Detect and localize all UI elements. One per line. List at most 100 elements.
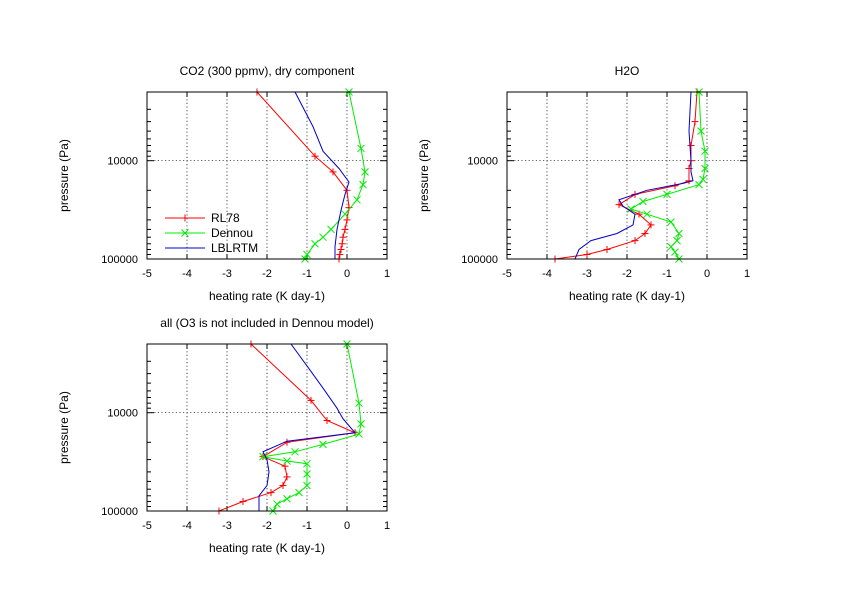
data-point bbox=[687, 141, 695, 149]
x-tick-label: -1 bbox=[302, 520, 312, 532]
data-point bbox=[329, 168, 337, 176]
y-tick-label: 100000 bbox=[101, 506, 138, 518]
data-point bbox=[667, 218, 675, 226]
series-line-dennou bbox=[304, 91, 366, 260]
data-point bbox=[643, 210, 651, 219]
y-tick-label: 100000 bbox=[101, 254, 138, 266]
data-point bbox=[303, 481, 311, 490]
x-tick-label: -2 bbox=[622, 268, 632, 280]
data-point bbox=[327, 225, 335, 234]
series-line-rl78 bbox=[218, 343, 357, 512]
data-point bbox=[279, 481, 287, 489]
data-point bbox=[303, 470, 311, 478]
data-point bbox=[615, 201, 623, 209]
data-point bbox=[311, 239, 319, 248]
data-point bbox=[355, 399, 363, 408]
data-point bbox=[641, 229, 649, 237]
data-point bbox=[357, 144, 365, 153]
data-point bbox=[639, 197, 647, 206]
series-line-lblrtm bbox=[258, 343, 356, 511]
x-tick-label: -5 bbox=[142, 520, 152, 532]
data-point bbox=[281, 462, 289, 470]
chart-panel-1: -5 -4 -3 -2 -1 0 1 10000 100000 CO2 (300 ppmv), d… bbox=[57, 64, 390, 303]
data-point bbox=[319, 233, 327, 242]
series-rl78 bbox=[215, 340, 359, 515]
x-tick-label: 0 bbox=[704, 268, 710, 280]
data-point bbox=[697, 127, 705, 135]
x-tick-label: -4 bbox=[182, 268, 192, 280]
x-tick-label: -2 bbox=[262, 268, 272, 280]
x-axis-label: heating rate (K day-1) bbox=[209, 289, 325, 303]
data-point bbox=[353, 195, 361, 204]
y-tick-label: 10000 bbox=[467, 156, 498, 168]
data-point bbox=[283, 473, 291, 481]
data-point bbox=[339, 233, 347, 241]
data-point bbox=[627, 205, 635, 213]
data-point bbox=[359, 180, 367, 189]
data-point bbox=[338, 240, 346, 248]
x-tick-label: 1 bbox=[744, 268, 750, 280]
series-dennou bbox=[627, 88, 709, 263]
plot-frame bbox=[146, 343, 388, 512]
x-tick-label: -3 bbox=[222, 268, 232, 280]
x-tick-label: 1 bbox=[384, 268, 390, 280]
y-axis-label: pressure (Pa) bbox=[417, 139, 431, 212]
data-point bbox=[341, 225, 349, 233]
plot-frame bbox=[506, 91, 748, 260]
chart-title: H2O bbox=[615, 64, 640, 78]
x-axis-label: heating rate (K day-1) bbox=[209, 541, 325, 555]
x-tick-label: -1 bbox=[302, 268, 312, 280]
data-point bbox=[699, 175, 707, 184]
data-point bbox=[341, 210, 349, 219]
legend-label-rl78: RL78 bbox=[211, 211, 240, 225]
y-tick-label: 100000 bbox=[461, 254, 498, 266]
x-tick-label: -3 bbox=[222, 520, 232, 532]
chart-panel-2: -5 -4 -3 -2 -1 0 1 10000 100000 H2O heating rate (… bbox=[417, 64, 750, 303]
data-point bbox=[691, 118, 699, 126]
series-line-rl78 bbox=[554, 91, 698, 260]
data-point bbox=[343, 216, 351, 224]
x-tick-label: -2 bbox=[262, 520, 272, 532]
data-point bbox=[303, 459, 311, 468]
x-axis-label: heating rate (K day-1) bbox=[569, 289, 685, 303]
x-tick-label: 1 bbox=[384, 520, 390, 532]
y-tick-label: 10000 bbox=[107, 408, 138, 420]
data-point bbox=[273, 500, 281, 508]
data-point bbox=[355, 430, 363, 438]
chart-panel-3: -5 -4 -3 -2 -1 0 1 10000 100000 all (O3 is not in… bbox=[57, 316, 390, 555]
data-point bbox=[631, 237, 639, 245]
data-point bbox=[671, 248, 679, 256]
data-point bbox=[267, 489, 275, 497]
data-point bbox=[323, 416, 331, 424]
data-point bbox=[283, 457, 291, 465]
data-point bbox=[336, 251, 344, 259]
data-point bbox=[603, 245, 611, 253]
data-point bbox=[283, 494, 291, 503]
data-point bbox=[357, 420, 365, 428]
legend-label-lblrtm: LBLRTM bbox=[211, 241, 258, 255]
data-point bbox=[337, 245, 345, 253]
data-point bbox=[361, 168, 369, 176]
series-rl78 bbox=[253, 88, 353, 263]
data-point bbox=[663, 190, 671, 199]
legend-label-dennou: Dennou bbox=[211, 226, 253, 240]
series-line-lblrtm bbox=[294, 91, 350, 259]
x-tick-label: 0 bbox=[344, 268, 350, 280]
data-point bbox=[583, 251, 591, 259]
y-axis-label: pressure (Pa) bbox=[57, 391, 71, 464]
data-point bbox=[319, 440, 327, 449]
x-tick-label: -4 bbox=[182, 520, 192, 532]
data-point bbox=[667, 242, 675, 251]
series-lblrtm bbox=[294, 91, 350, 259]
data-point bbox=[291, 447, 299, 456]
data-point bbox=[259, 452, 267, 461]
series-dennou bbox=[259, 340, 365, 515]
data-point bbox=[239, 497, 247, 505]
series-line-lblrtm bbox=[574, 91, 694, 260]
x-tick-label: -4 bbox=[542, 268, 552, 280]
chart-title: CO2 (300 ppmv), dry component bbox=[180, 64, 355, 78]
data-point bbox=[311, 152, 319, 160]
data-point bbox=[673, 236, 681, 245]
